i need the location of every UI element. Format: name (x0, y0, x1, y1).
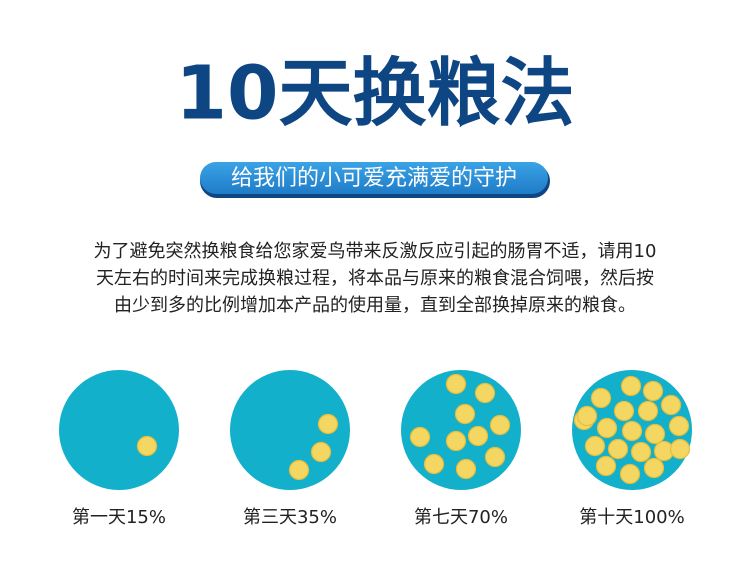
title: 10天换粮法 (176, 51, 575, 137)
subtitle-pill (200, 162, 548, 194)
food-dot (643, 457, 665, 479)
food-dot (474, 382, 496, 404)
food-dot (584, 435, 606, 457)
food-dot (621, 420, 643, 442)
stage-label: 第七天70% (414, 507, 508, 528)
paragraph-line: 天左右的时间来完成换粮过程，将本品与原来的粮食混合饲喂，然后按 (96, 268, 654, 289)
food-dot (310, 441, 332, 463)
food-dot (576, 405, 598, 427)
food-dot (467, 425, 489, 447)
food-dot (489, 414, 511, 436)
food-dot (409, 426, 431, 448)
paragraph: 为了避免突然换粮食给您家爱鸟带来反激反应引起的肠胃不适，请用10 天左右的时间来完… (94, 241, 657, 316)
food-dot (660, 394, 682, 416)
stage-label: 第一天15% (72, 507, 166, 528)
food-dot (613, 400, 635, 422)
paragraph-line: 为了避免突然换粮食给您家爱鸟带来反激反应引起的肠胃不适，请用10 (94, 241, 657, 262)
stages: 第一天15% 第三天35% 第七天70% 第十天100% (59, 370, 692, 528)
food-dot (595, 455, 617, 477)
food-dot (607, 438, 629, 460)
food-dot (423, 453, 445, 475)
food-dot (590, 387, 612, 409)
stage-circle (59, 370, 179, 490)
food-dot (637, 400, 659, 422)
food-dot (642, 380, 664, 402)
food-dot (630, 441, 652, 463)
stage-label: 第十天100% (579, 507, 684, 528)
food-dot (445, 373, 467, 395)
food-dot (136, 435, 158, 457)
food-dot (445, 430, 467, 452)
food-dot (596, 417, 618, 439)
food-dot (620, 375, 642, 397)
food-dot (454, 403, 476, 425)
subtitle: 给我们的小可爱充满爱的守护 (231, 166, 517, 191)
stage-label: 第三天35% (243, 507, 337, 528)
food-dot (669, 438, 691, 460)
food-dot (317, 413, 339, 435)
food-dot (668, 415, 690, 437)
food-dot (484, 446, 506, 468)
food-dot (644, 423, 666, 445)
food-dot (619, 463, 641, 485)
food-dot (288, 459, 310, 481)
food-dot (455, 458, 477, 480)
paragraph-line: 由少到多的比例增加本产品的使用量，直到全部换掉原来的粮食。 (114, 295, 636, 316)
